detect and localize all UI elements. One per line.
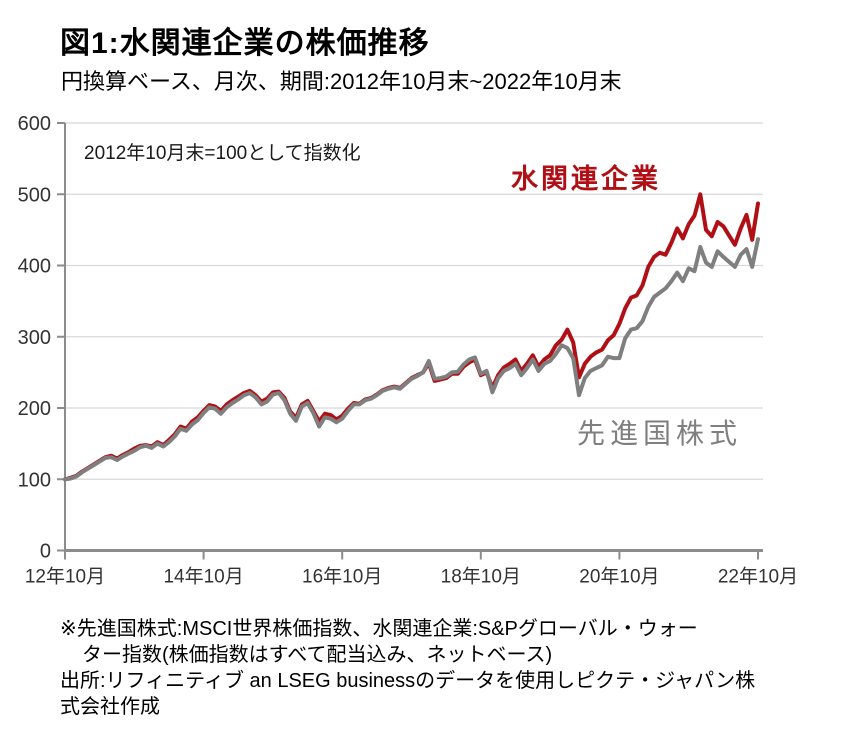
y-tick-label: 300	[18, 327, 51, 349]
x-tick-label: 20年10月	[579, 566, 659, 588]
footnote-line-2: ター指数(株価指数はすべて配当込み、ネットベース)	[82, 644, 553, 666]
series-label-world: 先進国株式	[577, 418, 743, 449]
y-tick-label: 0	[40, 541, 51, 563]
y-tick-label: 600	[18, 113, 51, 135]
x-tick-label: 18年10月	[441, 566, 521, 588]
footnote-line-3: 出所:リフィニティブ an LSEG businessのデータを使用しピクテ・ジ…	[60, 670, 756, 692]
x-tick-label: 22年10月	[718, 566, 798, 588]
footnote-line-4: 式会社作成	[60, 696, 160, 718]
x-tick-label: 14年10月	[163, 566, 243, 588]
x-tick-label: 12年10月	[25, 566, 105, 588]
x-tick-label: 16年10月	[302, 566, 382, 588]
figure-subtitle: 円換算ベース、月次、期間:2012年10月末~2022年10月末	[61, 69, 622, 94]
footnote-line-1: ※先進国株式:MSCI世界株価指数、水関連企業:S&Pグローバル・ウォー	[60, 618, 698, 640]
index-base-note: 2012年10月末=100として指数化	[84, 143, 361, 164]
y-tick-label: 200	[18, 398, 51, 420]
figure-title: 図1:水関連企業の株価推移	[60, 27, 430, 60]
footnote: ※先進国株式:MSCI世界株価指数、水関連企業:S&Pグローバル・ウォー ター指…	[60, 616, 820, 720]
world-series-line	[63, 237, 760, 482]
series-label-water: 水関連企業	[511, 164, 661, 194]
y-tick-label: 100	[18, 469, 51, 491]
y-tick-label: 400	[18, 256, 51, 278]
y-tick-label: 500	[18, 184, 51, 206]
